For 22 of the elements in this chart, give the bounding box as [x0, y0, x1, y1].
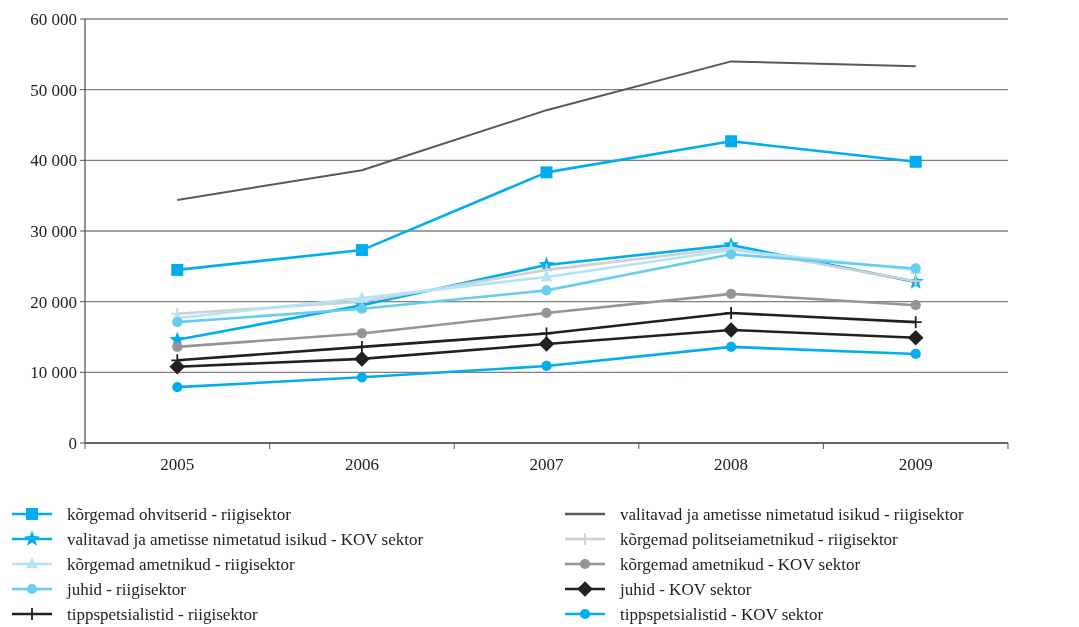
- legend-label: kõrgemad politseiametnikud - riigisektor: [620, 529, 899, 549]
- y-tick-label: 0: [68, 433, 77, 453]
- legend-label: juhid - KOV sektor: [619, 579, 752, 599]
- y-tick-label: 10 000: [30, 363, 77, 383]
- y-tick-label: 60 000: [30, 9, 77, 29]
- legend-label: juhid - riigisektor: [66, 579, 187, 599]
- legend-label: tippspetsialistid - KOV sektor: [620, 604, 824, 624]
- y-tick-label: 30 000: [30, 221, 77, 241]
- y-tick-label: 50 000: [30, 80, 77, 100]
- x-tick-label: 2009: [898, 455, 933, 474]
- x-tick-label: 2005: [160, 455, 195, 474]
- legend-label: valitavad ja ametisse nimetatud isikud - riigisektor: [620, 504, 965, 524]
- legend-label: valitavad ja ametisse nimetatud isikud - KOV sektor: [67, 529, 424, 549]
- x-tick-label: 2007: [529, 455, 564, 474]
- x-tick-label: 2006: [344, 455, 379, 474]
- x-tick-label: 2008: [714, 455, 749, 474]
- legend-label: kõrgemad ametnikud - KOV sektor: [620, 554, 861, 574]
- y-tick-label: 20 000: [30, 292, 77, 312]
- legend-label: kõrgemad ohvitserid - riigisektor: [67, 504, 292, 524]
- y-tick-label: 40 000: [30, 151, 77, 171]
- legend-label: tippspetsialistid - riigisektor: [67, 604, 259, 624]
- legend-label: kõrgemad ametnikud - riigisektor: [67, 554, 296, 574]
